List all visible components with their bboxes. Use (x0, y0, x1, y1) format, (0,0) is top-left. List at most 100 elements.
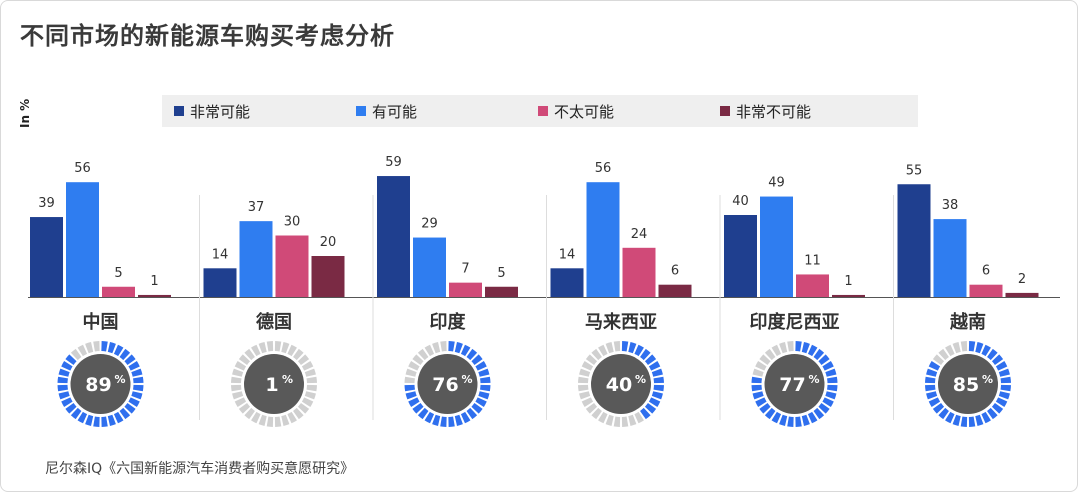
donut-segment (304, 368, 316, 377)
donut-segment (133, 376, 144, 384)
donut-segment (640, 407, 651, 420)
donut-segment (471, 354, 483, 365)
donut-segment (981, 344, 991, 357)
donut-segment (759, 354, 771, 365)
donut-segment (77, 344, 88, 357)
donut-segment (133, 384, 144, 392)
donut-segment (932, 354, 945, 365)
donut-segment (644, 403, 657, 414)
donut-segment (70, 348, 82, 361)
donut-segment (991, 403, 1004, 414)
donut-segment (119, 407, 131, 420)
bar-印度-非常不可能 (485, 286, 518, 297)
donut-segment (478, 368, 490, 377)
chart-title: 不同市场的新能源车购买考虑分析 (20, 22, 395, 50)
data-label: 1 (844, 274, 852, 289)
category-label-马来西亚: 马来西亚 (585, 312, 657, 333)
donut-segment (991, 354, 1004, 365)
donut-segment (591, 407, 602, 420)
donut-segment (759, 403, 771, 414)
donut-center (244, 354, 304, 414)
data-label: 38 (942, 198, 959, 213)
donut-segment (58, 391, 70, 400)
donut-segment (653, 376, 664, 384)
donut-segment (651, 368, 663, 377)
bar-越南-不太可能 (969, 284, 1003, 297)
donut-segment (751, 376, 762, 384)
donut-segment (787, 341, 794, 352)
category-label-印度: 印度 (430, 311, 467, 333)
donut-segment (244, 407, 255, 420)
donut-segment (926, 391, 938, 400)
donut-segment (755, 361, 767, 371)
donut-segment (471, 403, 483, 414)
donut-segment (764, 407, 776, 420)
data-label: 56 (74, 161, 91, 176)
donut-segment (578, 384, 589, 392)
donut-segment (605, 342, 614, 354)
donut-segment (825, 391, 837, 400)
donut-segment (266, 341, 274, 352)
donut-center (70, 354, 131, 414)
donut-segment (653, 384, 664, 392)
donut-segment (432, 342, 441, 354)
donut-segment (998, 391, 1010, 400)
bar-德国-非常不可能 (311, 256, 345, 297)
donut-segment (807, 344, 818, 357)
data-label: 29 (421, 217, 438, 232)
donut-segment (752, 391, 764, 400)
donut-segment (101, 416, 108, 427)
donut-value-中国: 89 (85, 374, 111, 396)
bar-印度-有可能 (413, 237, 446, 297)
data-label: 24 (631, 227, 648, 242)
donut-center (764, 354, 825, 414)
donut-segment (581, 361, 594, 371)
legend-swatch-very-likely (174, 106, 184, 116)
donut-segment (417, 348, 429, 361)
category-label-德国: 德国 (256, 311, 292, 333)
donut-segment (274, 341, 282, 352)
donut-segment (995, 397, 1008, 407)
donut-segment (1000, 384, 1011, 392)
donut-segment (1000, 376, 1011, 384)
donut-segment (304, 391, 316, 400)
legend-item-very-unlikely: 非常不可能 (720, 101, 890, 122)
donut-segment (932, 403, 945, 414)
donut-center (591, 354, 651, 414)
donut-segment (975, 342, 984, 354)
donut-segment (801, 342, 810, 354)
donut-segment (287, 411, 297, 424)
donut-value-越南: 85 (953, 374, 979, 396)
donut-segment (926, 368, 938, 377)
donut-segment (621, 341, 629, 352)
donut-segment (648, 361, 661, 371)
donut-segment (651, 391, 663, 400)
donut-segment (306, 384, 317, 392)
donut-segment (825, 368, 837, 377)
bar-越南-非常不可能 (1005, 292, 1039, 297)
donut-segment (131, 391, 143, 400)
donut-segment (70, 407, 82, 420)
donut-segment (460, 411, 471, 424)
donut-segment (478, 391, 490, 400)
donut-segment (232, 368, 244, 377)
donut-segment (598, 411, 608, 424)
donut-segment (251, 344, 261, 357)
data-label: 6 (982, 264, 990, 279)
donut-segment (787, 416, 794, 427)
donut-segment (244, 348, 255, 361)
donut-segment (466, 407, 478, 420)
legend-item-unlikely: 不太可能 (538, 101, 708, 122)
legend-item-very-likely: 非常可能 (174, 101, 344, 122)
donut-segment (945, 344, 955, 357)
data-label: 14 (559, 247, 576, 262)
data-label: 5 (114, 266, 122, 281)
data-label: 1 (150, 274, 158, 289)
donut-segment (301, 397, 314, 407)
donut-segment (412, 403, 424, 414)
donut-segment (58, 368, 70, 377)
donut-segment (945, 411, 955, 424)
bar-中国-有可能 (66, 182, 99, 297)
donut-segment (61, 397, 73, 407)
